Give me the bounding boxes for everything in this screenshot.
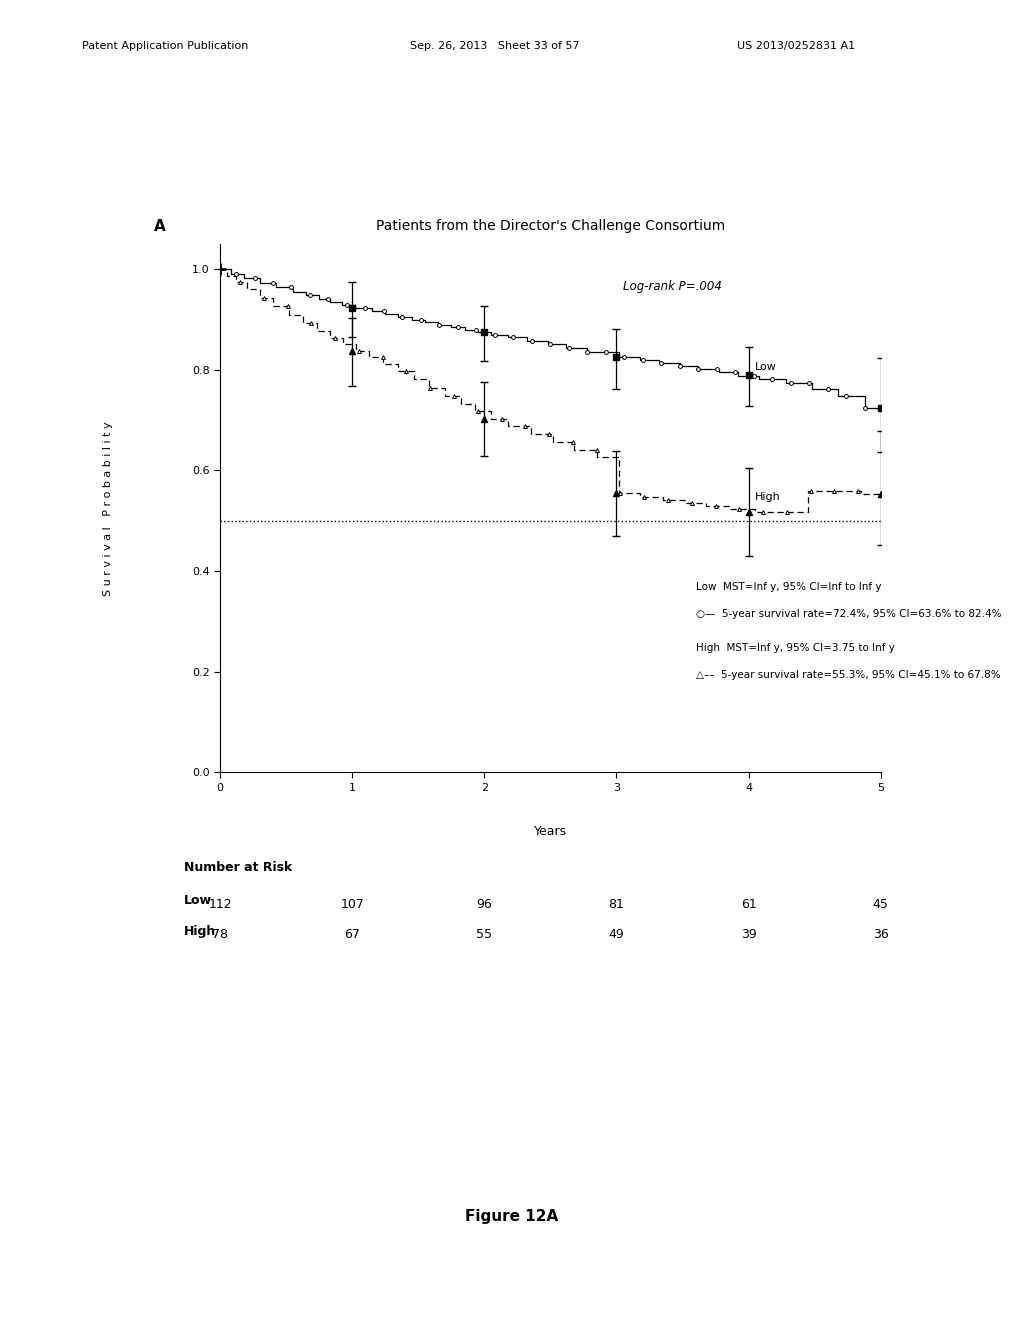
Text: 49: 49 bbox=[608, 928, 625, 941]
Text: Log-rank P=.004: Log-rank P=.004 bbox=[623, 280, 722, 293]
Text: 61: 61 bbox=[740, 898, 757, 911]
Text: Figure 12A: Figure 12A bbox=[465, 1209, 559, 1224]
Text: 96: 96 bbox=[476, 898, 493, 911]
Text: 67: 67 bbox=[344, 928, 360, 941]
Text: High: High bbox=[184, 924, 216, 937]
Text: Low  MST=Inf y, 95% CI=Inf to Inf y: Low MST=Inf y, 95% CI=Inf to Inf y bbox=[695, 582, 882, 593]
Text: High  MST=Inf y, 95% CI=3.75 to Inf y: High MST=Inf y, 95% CI=3.75 to Inf y bbox=[695, 643, 895, 653]
Text: Low: Low bbox=[184, 894, 212, 907]
Text: US 2013/0252831 A1: US 2013/0252831 A1 bbox=[737, 41, 855, 51]
Text: Low: Low bbox=[755, 363, 777, 372]
Text: 45: 45 bbox=[872, 898, 889, 911]
Text: ○—  5-year survival rate=72.4%, 95% CI=63.6% to 82.4%: ○— 5-year survival rate=72.4%, 95% CI=63… bbox=[695, 609, 1001, 619]
Text: 78: 78 bbox=[212, 928, 228, 941]
Text: 36: 36 bbox=[872, 928, 889, 941]
Text: 39: 39 bbox=[740, 928, 757, 941]
Text: Sep. 26, 2013   Sheet 33 of 57: Sep. 26, 2013 Sheet 33 of 57 bbox=[410, 41, 580, 51]
Text: 107: 107 bbox=[340, 898, 365, 911]
Text: High: High bbox=[755, 491, 781, 502]
Text: 81: 81 bbox=[608, 898, 625, 911]
Title: Patients from the Director's Challenge Consortium: Patients from the Director's Challenge C… bbox=[376, 219, 725, 234]
Text: 55: 55 bbox=[476, 928, 493, 941]
Text: Number at Risk: Number at Risk bbox=[184, 861, 293, 874]
Text: A: A bbox=[154, 219, 165, 234]
Text: △––  5-year survival rate=55.3%, 95% CI=45.1% to 67.8%: △–– 5-year survival rate=55.3%, 95% CI=4… bbox=[695, 669, 1000, 680]
Text: 112: 112 bbox=[208, 898, 232, 911]
Text: Years: Years bbox=[534, 825, 567, 838]
Text: Patent Application Publication: Patent Application Publication bbox=[82, 41, 248, 51]
Text: S u r v i v a l   P r o b a b i l i t y: S u r v i v a l P r o b a b i l i t y bbox=[102, 421, 113, 595]
